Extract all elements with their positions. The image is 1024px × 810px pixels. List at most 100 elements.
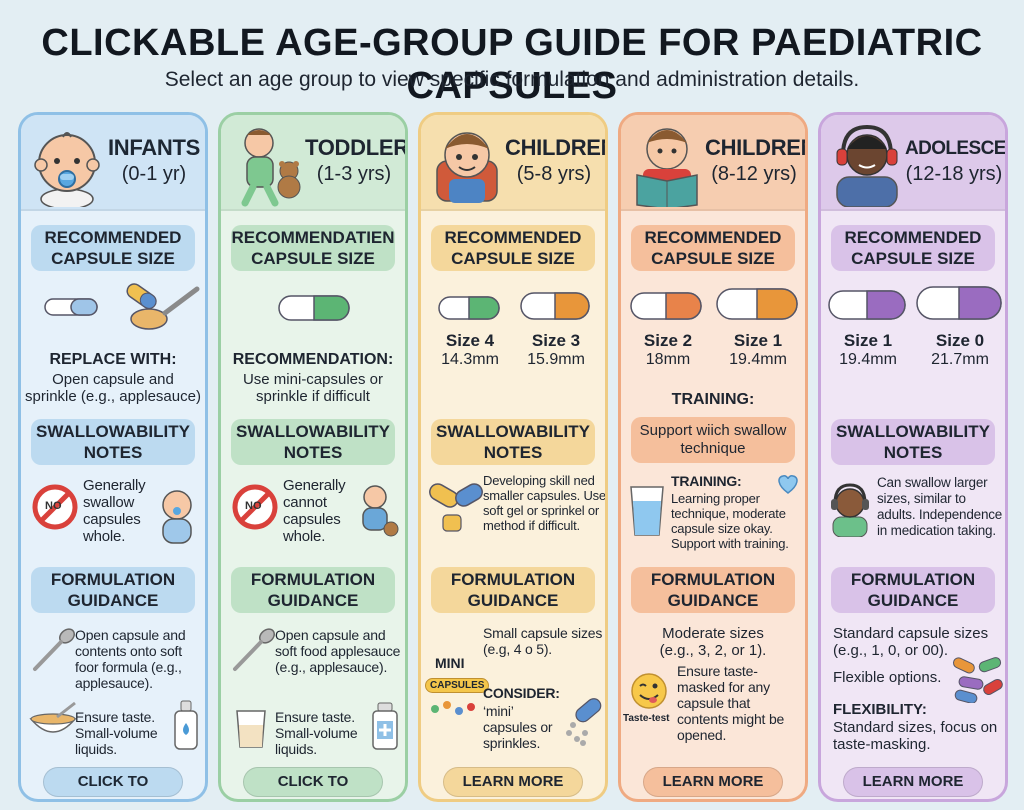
page-title: CLICKABLE AGE-GROUP GUIDE FOR PAEDIATRIC…	[41, 22, 983, 107]
size-label: Size 0	[935, 331, 985, 350]
size-mm: 15.9mm	[527, 351, 585, 368]
group-age: (5-8 yrs)	[516, 163, 592, 185]
teen-headphones-icon	[831, 483, 869, 537]
group-name: CHILDREN	[505, 135, 608, 160]
capsule-size-header: RECOMMENDATIEN CAPSULE SIZE	[231, 225, 395, 271]
card-children-5-8[interactable]: CHILDREN (5-8 yrs) RECOMMENDED CAPSULE S…	[418, 112, 608, 802]
swallowability-header: SWALLOWABILITY NOTES	[431, 419, 595, 465]
group-name: TODDLERS	[305, 135, 408, 160]
size-mm: 19.4mm	[839, 351, 897, 368]
sprinkles-capsule-icon	[566, 698, 602, 746]
learn-more-button[interactable]: LEARN MORE	[643, 767, 783, 797]
card-header: ADOLESCENTS (12-18 yrs)	[821, 115, 1005, 211]
size-label: Size 4	[445, 331, 495, 350]
capsule-size-0-icon	[916, 286, 1002, 320]
formulation-text-2: Flexible options.	[833, 669, 942, 686]
formulation-header: FORMULATION GUIDANCE	[231, 567, 395, 613]
no-badge: NO	[45, 500, 62, 512]
no-sign-icon	[32, 484, 78, 530]
age-group-cards: INFANTS (0-1 yr) RECOMMENDED CAPSULE SIZ…	[18, 112, 1008, 802]
size-mm: 14.3mm	[441, 351, 499, 368]
card-infants[interactable]: INFANTS (0-1 yr) RECOMMENDED CAPSULE SIZ…	[18, 112, 208, 802]
capsule-green-icon	[278, 295, 350, 321]
capsule-size-header: RECOMMENDED CAPSULE SIZE	[831, 225, 995, 271]
card-header: INFANTS (0-1 yr)	[21, 115, 205, 211]
cup-icon	[236, 710, 266, 748]
card-toddlers[interactable]: TODDLERS (1-3 yrs) RECOMMENDATIEN CAPSUL…	[218, 112, 408, 802]
formulation-text: Standard capsule sizes (e.g., 1, 0, or 0…	[833, 625, 989, 659]
group-age: (12-18 yrs)	[905, 163, 1003, 185]
recommendation-title: RECOMMENDATION:	[232, 351, 394, 368]
size-mm: 21.7mm	[931, 351, 989, 368]
formulation-text-2: Ensure taste-masked for any capsule that…	[677, 663, 785, 743]
page-subtitle: Select an age group to view specific for…	[164, 68, 860, 91]
learn-more-button[interactable]: LEARN MORE	[443, 767, 583, 797]
card-header: CHILDREN (8-12 yrs)	[621, 115, 805, 211]
open-capsule-icon	[429, 483, 483, 532]
size-label: Size 2	[643, 331, 693, 350]
no-badge: NO	[245, 500, 262, 512]
learn-more-button[interactable]: LEARN MORE	[843, 767, 983, 797]
size-mm: 18mm	[645, 351, 691, 368]
flexibility-title: FLEXIBILITY:	[833, 701, 927, 718]
baby-pacifier-icon	[34, 132, 100, 207]
group-name: ADOLESCENTS	[905, 138, 1006, 159]
consider-title: CONSIDER:	[483, 685, 560, 701]
swallow-text: Can swallow larger sizes, similar to adu…	[877, 475, 1003, 538]
replace-text: Open capsule and sprinkle (e.g., applesa…	[25, 371, 201, 405]
toddler-icon	[362, 485, 399, 537]
capsules-badge: CAPSULES	[425, 678, 490, 693]
sitting-baby-icon	[162, 490, 192, 544]
capsule-size-header: RECOMMENDED CAPSULE SIZE	[431, 225, 595, 271]
spoon-icon	[33, 628, 75, 671]
explore-button[interactable]: CLICK TO EXPLORE	[43, 767, 183, 797]
spoon-icon	[233, 628, 275, 671]
size-label: Size 1	[733, 331, 783, 350]
formulation-header: FORMULATION GUIDANCE	[431, 567, 595, 613]
card-children-8-12[interactable]: CHILDREN (8-12 yrs) RECOMMENDED CAPSULE …	[618, 112, 808, 802]
capsule-pile-icon	[952, 657, 1003, 703]
capsule-size-3-icon	[520, 292, 590, 320]
taste-emoji-icon	[631, 673, 667, 709]
group-age: (8-12 yrs)	[711, 163, 797, 185]
training-header: Support wiich swallow technique	[631, 417, 795, 463]
capsule-size-1-icon	[716, 288, 798, 320]
taste-test-badge: Taste-test	[623, 713, 670, 724]
swallowability-header: SWALLOWABILITY NOTES	[31, 419, 195, 465]
card-header: TODDLERS (1-3 yrs)	[221, 115, 405, 211]
consider-text: ‘mini’ capsules or sprinkles.	[483, 703, 553, 751]
training-text: Learning proper technique, moderate caps…	[671, 491, 789, 551]
child-backpack-icon	[436, 132, 498, 203]
mini-dots-icon	[431, 701, 475, 715]
formulation-text: Open capsule and soft food applesauce (e…	[275, 627, 401, 675]
formulation-header: FORMULATION GUIDANCE	[631, 567, 795, 613]
mini-label: MINI	[435, 655, 465, 671]
heart-icon	[778, 475, 798, 494]
card-header: CHILDREN (5-8 yrs)	[421, 115, 605, 211]
group-name: INFANTS	[107, 135, 200, 160]
swallow-text: Generally swallow capsules whole.	[83, 477, 146, 545]
card-adolescents[interactable]: ADOLESCENTS (12-18 yrs) RECOMMENDED CAPS…	[818, 112, 1008, 802]
training-heading: TRAINING:	[671, 391, 755, 408]
group-age: (0-1 yr)	[121, 163, 187, 185]
water-glass-icon	[630, 486, 664, 536]
swallow-text: Developing skill ned smaller capsules. U…	[483, 473, 606, 533]
capsule-size-header: RECOMMENDED CAPSULE SIZE	[31, 225, 195, 271]
no-sign-icon	[232, 484, 278, 530]
explore-button[interactable]: CLICK TO EXPLORE	[243, 767, 383, 797]
formulation-text-2: Ensure taste. Small-volume liquids.	[75, 709, 158, 757]
child-reading-icon	[636, 128, 698, 207]
training-title: TRAINING:	[671, 473, 742, 489]
adolescent-headphones-icon	[836, 124, 898, 207]
flexibility-text: Standard sizes, focus on taste-masking.	[833, 719, 998, 753]
formulation-text: Small capsule sizes (e.g, 4 o 5).	[483, 625, 603, 657]
recommendation-text: Use mini-capsules or sprinkle if difficu…	[242, 371, 384, 405]
medicine-bottle-icon	[372, 702, 398, 750]
capsule-size-header: RECOMMENDED CAPSULE SIZE	[631, 225, 795, 271]
size-label: Size 1	[843, 331, 893, 350]
capsule-spoon-icon	[44, 283, 200, 330]
capsule-size-1-icon	[828, 290, 906, 320]
size-mm: 19.4mm	[729, 351, 787, 368]
group-name: CHILDREN	[705, 135, 808, 160]
replace-title: REPLACE WITH:	[49, 351, 177, 368]
